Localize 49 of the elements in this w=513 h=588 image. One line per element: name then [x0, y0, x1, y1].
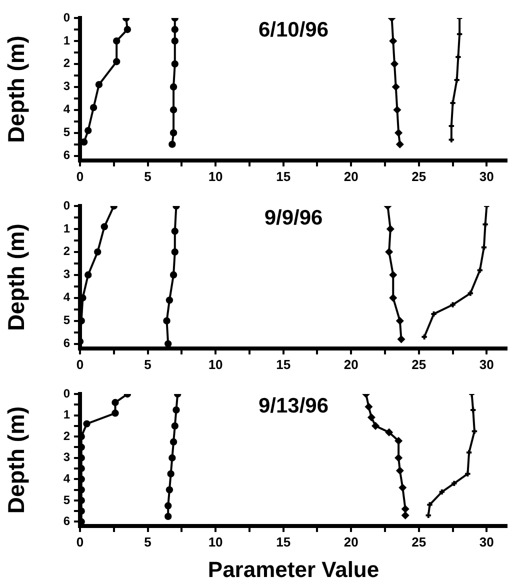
y-tick-label: 4 — [63, 102, 70, 116]
y-axis-title: Depth (m) — [3, 36, 30, 143]
chart-title: 6/10/96 — [258, 18, 329, 42]
y-tick-label: 5 — [63, 492, 70, 507]
y-tick-label: 5 — [63, 313, 70, 328]
y-tick-label: 4 — [63, 471, 70, 486]
x-tick-label: 25 — [412, 356, 426, 372]
x-tick-label: 30 — [479, 356, 494, 372]
y-tick-label: 6 — [63, 514, 70, 528]
x-tick-label: 30 — [479, 168, 494, 184]
y-tick-label: 0 — [63, 10, 70, 24]
x-tick-label: 0 — [76, 168, 84, 184]
x-tick-label: 25 — [412, 534, 426, 550]
y-tick-label: 6 — [63, 148, 70, 162]
y-tick-label: 2 — [63, 56, 70, 70]
x-tick-label: 20 — [344, 168, 358, 184]
x-tick-label: 0 — [76, 356, 84, 372]
y-axis-title: Depth (m) — [3, 224, 30, 331]
chart-title: 9/9/96 — [264, 206, 323, 230]
y-tick-label: 2 — [63, 244, 70, 258]
x-tick-label: 30 — [479, 534, 494, 550]
y-tick-label: 0 — [63, 386, 70, 400]
y-tick-label: 1 — [63, 221, 70, 236]
x-tick-label: 15 — [276, 534, 291, 550]
x-tick-label: 15 — [276, 168, 291, 184]
x-tick-label: 0 — [76, 534, 84, 550]
y-tick-label: 4 — [63, 290, 70, 304]
y-axis-title: Depth (m) — [3, 406, 30, 514]
y-tick-label: 6 — [63, 336, 70, 350]
x-axis-title: Parameter Value — [208, 556, 380, 582]
y-tick-label: 5 — [63, 125, 70, 140]
x-tick-label: 25 — [412, 168, 426, 184]
x-tick-label: 15 — [276, 356, 291, 372]
y-tick-label: 0 — [63, 198, 70, 212]
x-tick-label: 20 — [344, 534, 358, 550]
y-tick-label: 3 — [63, 450, 70, 464]
y-tick-label: 2 — [63, 428, 70, 443]
x-tick-label: 5 — [144, 356, 152, 372]
chart-title: 9/13/96 — [258, 394, 329, 418]
y-tick-label: 3 — [63, 267, 70, 282]
x-tick-label: 10 — [208, 168, 223, 184]
x-tick-label: 20 — [344, 356, 358, 372]
x-tick-label: 5 — [144, 168, 152, 184]
x-tick-label: 5 — [144, 534, 152, 550]
y-tick-label: 3 — [63, 79, 70, 94]
x-tick-label: 10 — [208, 534, 223, 550]
y-tick-label: 1 — [63, 408, 70, 422]
x-tick-label: 10 — [208, 356, 223, 372]
y-tick-label: 1 — [63, 33, 70, 48]
